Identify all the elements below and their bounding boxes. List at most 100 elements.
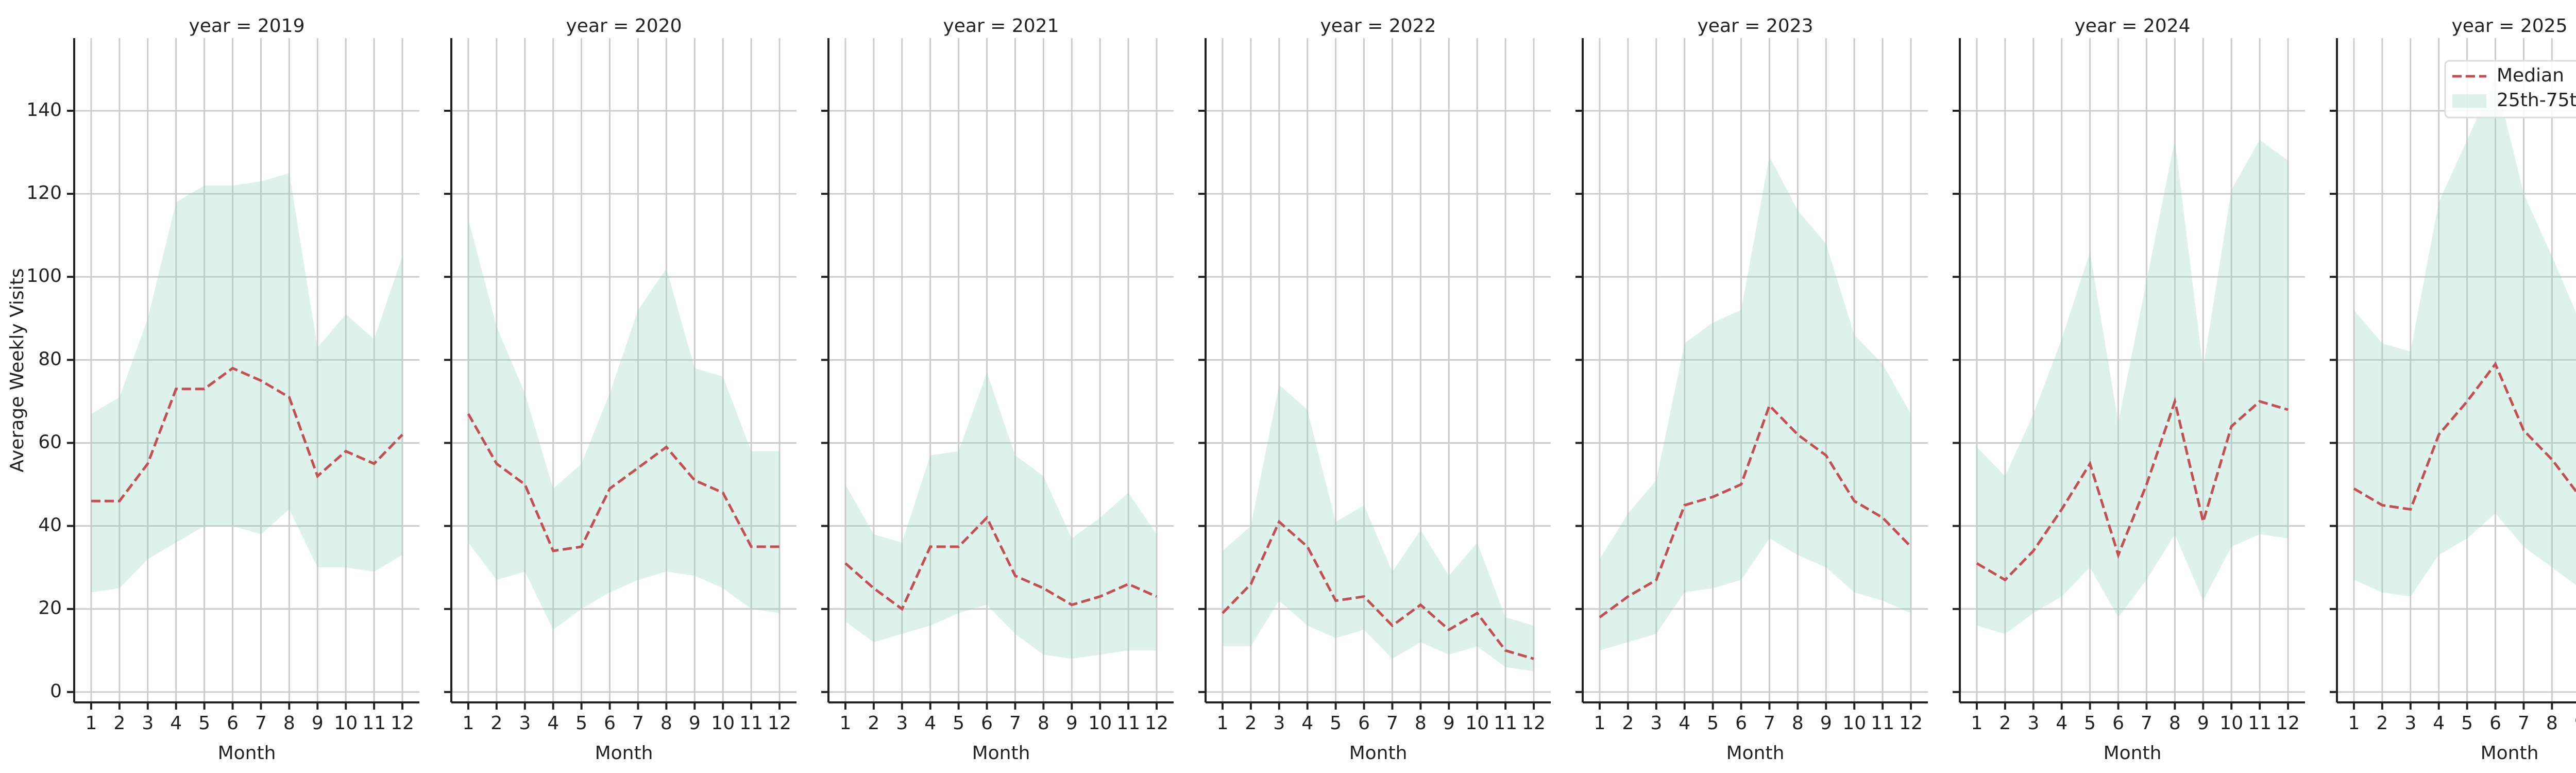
- x-tick-label: 1: [1971, 713, 1982, 734]
- y-tick-label: 80: [38, 348, 62, 369]
- x-tick-label: 3: [519, 713, 531, 734]
- facet-title: year = 2019: [189, 15, 305, 37]
- x-tick-label: 3: [1650, 713, 1662, 734]
- x-tick-label: 3: [2027, 713, 2039, 734]
- median-line: [467, 413, 780, 552]
- legend-label: Median: [2497, 65, 2564, 86]
- x-tick-label: 5: [2084, 713, 2096, 734]
- x-tick-label: 7: [1009, 713, 1021, 734]
- x-tick-label: 3: [2404, 713, 2416, 734]
- x-tick-label: 5: [575, 713, 587, 734]
- median-line: [844, 515, 1158, 611]
- x-tick-label: 10: [1088, 713, 1112, 734]
- x-tick-label: 2: [2376, 713, 2388, 734]
- x-tick-label: 2: [1245, 713, 1257, 734]
- x-tick-label: 7: [2518, 713, 2530, 734]
- x-axis-label: Month: [595, 743, 653, 764]
- x-tick-label: 12: [1522, 713, 1546, 734]
- percentile-band: [468, 219, 780, 630]
- x-tick-label: 6: [227, 713, 239, 734]
- x-tick-label: 3: [896, 713, 908, 734]
- x-tick-label: 8: [283, 713, 295, 734]
- x-tick-label: 9: [1820, 713, 1832, 734]
- x-tick-label: 12: [1899, 713, 1923, 734]
- x-tick-label: 1: [85, 713, 97, 734]
- x-tick-label: 8: [1415, 713, 1427, 734]
- median-line: [1222, 519, 1534, 660]
- x-axis-label: Month: [2481, 743, 2539, 764]
- x-tick-label: 11: [739, 713, 763, 734]
- y-tick-label: 40: [38, 515, 62, 536]
- percentile-band: [1599, 156, 1911, 651]
- y-tick-label: 60: [38, 431, 62, 452]
- facet-title: year = 2024: [2075, 15, 2191, 37]
- x-tick-label: 7: [1386, 713, 1398, 734]
- x-tick-label: 2: [490, 713, 502, 734]
- x-tick-label: 2: [1622, 713, 1634, 734]
- y-tick-label: 0: [50, 681, 62, 702]
- x-axis-label: Month: [1726, 743, 1785, 764]
- x-tick-label: 11: [1116, 713, 1140, 734]
- x-tick-label: 11: [362, 713, 386, 734]
- y-tick-label: 100: [26, 265, 62, 287]
- median-line: [1976, 396, 2289, 582]
- x-tick-label: 2: [1999, 713, 2011, 734]
- x-tick-label: 9: [1443, 713, 1455, 734]
- median-line: [1599, 403, 1912, 618]
- x-axis-label: Month: [972, 743, 1030, 764]
- x-tick-label: 4: [1301, 713, 1313, 734]
- x-tick-label: 10: [334, 713, 358, 734]
- x-tick-label: 4: [1679, 713, 1690, 734]
- x-tick-label: 5: [1330, 713, 1342, 734]
- x-tick-label: 8: [1038, 713, 1049, 734]
- x-tick-label: 11: [1494, 713, 1517, 734]
- x-tick-label: 1: [2348, 713, 2360, 734]
- median-line: [91, 366, 403, 502]
- x-tick-label: 1: [839, 713, 851, 734]
- facet-title: year = 2025: [2452, 15, 2568, 37]
- x-tick-label: 4: [2056, 713, 2067, 734]
- x-tick-label: 12: [2276, 713, 2300, 734]
- x-tick-label: 10: [1842, 713, 1866, 734]
- x-tick-label: 4: [2433, 713, 2445, 734]
- x-tick-label: 6: [2489, 713, 2501, 734]
- x-tick-label: 6: [604, 713, 616, 734]
- x-tick-label: 6: [2112, 713, 2124, 734]
- facet-title: year = 2020: [566, 15, 682, 37]
- x-tick-label: 7: [2141, 713, 2153, 734]
- y-tick-label: 120: [26, 182, 62, 204]
- x-tick-label: 9: [2574, 713, 2576, 734]
- x-tick-label: 5: [1707, 713, 1719, 734]
- x-tick-label: 3: [1273, 713, 1285, 734]
- x-tick-label: 5: [198, 713, 210, 734]
- x-tick-label: 6: [1735, 713, 1747, 734]
- x-tick-label: 5: [953, 713, 964, 734]
- x-tick-label: 9: [2197, 713, 2209, 734]
- x-tick-label: 10: [711, 713, 735, 734]
- x-tick-label: 12: [768, 713, 791, 734]
- percentile-band: [845, 372, 1157, 659]
- x-axis-label: Month: [2104, 743, 2162, 764]
- x-tick-label: 4: [924, 713, 936, 734]
- x-tick-label: 9: [689, 713, 701, 734]
- x-tick-label: 8: [1792, 713, 1804, 734]
- x-tick-label: 9: [1066, 713, 1078, 734]
- median-line: [2353, 361, 2576, 511]
- legend-label: 25th-75th Percentile: [2497, 90, 2576, 111]
- x-tick-label: 2: [868, 713, 879, 734]
- x-tick-label: 7: [1764, 713, 1775, 734]
- legend-frame: [2444, 60, 2576, 119]
- x-axis-label: Month: [1349, 743, 1408, 764]
- percentile-band: [91, 173, 403, 593]
- x-tick-label: 12: [391, 713, 414, 734]
- y-axis-label: Average Weekly Visits: [7, 268, 28, 472]
- x-tick-label: 7: [255, 713, 267, 734]
- x-tick-label: 4: [547, 713, 559, 734]
- x-tick-label: 8: [2169, 713, 2181, 734]
